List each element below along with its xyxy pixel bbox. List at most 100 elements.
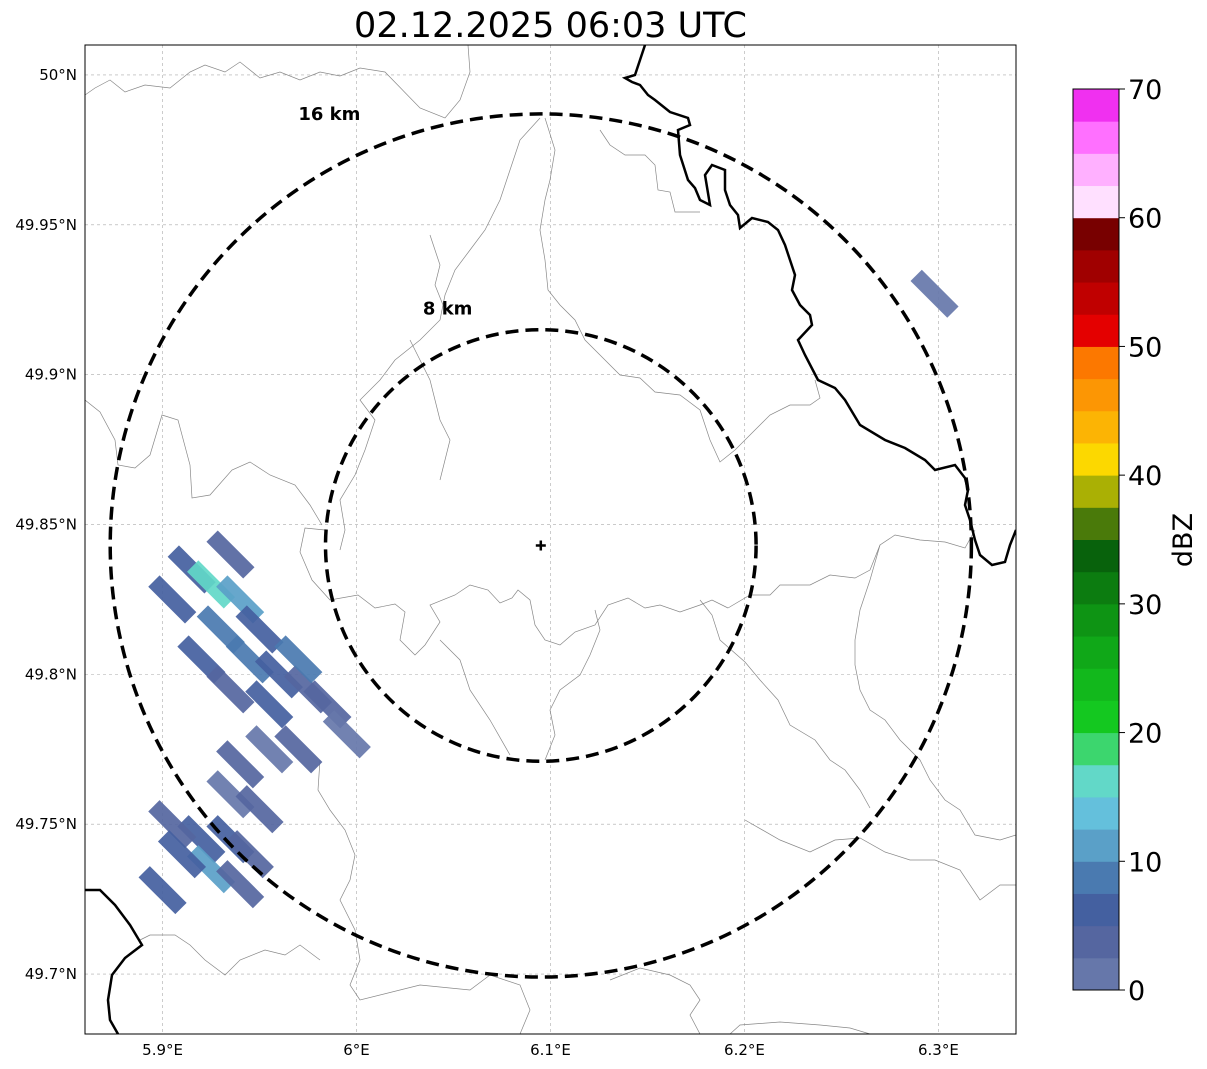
colorbar-tick-label: 40	[1128, 461, 1162, 492]
x-axis-ticks: 5.9°E 6°E 6.1°E 6.2°E 6.3°E	[142, 1041, 959, 1059]
colorbar-bin	[1073, 668, 1119, 701]
colorbar-bin	[1073, 571, 1119, 605]
echo-cell	[235, 605, 284, 654]
border-line	[85, 888, 144, 1034]
border-line	[621, 45, 1016, 567]
colorbar-bin	[1073, 796, 1119, 830]
boundary-line	[180, 45, 181, 46]
y-tick-label: 49.75°N	[15, 815, 77, 833]
radar-site-marker	[535, 540, 546, 551]
boundary-line	[439, 639, 511, 756]
echo-cell	[235, 785, 284, 834]
echo-cell	[322, 710, 371, 759]
echo-cell	[216, 860, 265, 909]
boundary-line	[85, 399, 323, 526]
echo-cell	[148, 800, 197, 849]
range-ring	[323, 327, 758, 764]
y-tick-label: 49.9°N	[25, 366, 77, 384]
colorbar-bin	[1073, 893, 1119, 927]
x-tick-label: 6.2°E	[724, 1041, 765, 1059]
boundary-line	[429, 234, 446, 311]
colorbar-bin	[1073, 636, 1119, 669]
colorbar-bin	[1073, 829, 1119, 862]
echo-cell	[187, 845, 236, 894]
colorbar-tick-label: 30	[1128, 590, 1162, 621]
echo-cell	[274, 725, 323, 774]
colorbar-tick-label: 50	[1128, 332, 1162, 363]
echo-cell	[177, 815, 226, 864]
boundary-line	[854, 544, 1016, 841]
x-tick-label: 5.9°E	[142, 1041, 183, 1059]
y-tick-label: 50°N	[39, 66, 77, 84]
boundary-line	[727, 529, 976, 609]
colorbar-bin	[1073, 861, 1119, 894]
boundary-line	[380, 45, 381, 46]
echo-cell	[254, 650, 303, 699]
boundary-line	[699, 599, 871, 809]
country-border	[85, 45, 1016, 1034]
echo-cell	[216, 740, 265, 789]
colorbar-tick-label: 10	[1128, 847, 1162, 878]
colorbar-bin	[1073, 603, 1119, 637]
colorbar-frame	[1072, 88, 1120, 991]
colorbar-tick-label: 70	[1128, 75, 1162, 106]
colorbar-bin	[1073, 89, 1119, 122]
range-rings: 8 km 16 km	[108, 104, 974, 979]
echo-cell	[187, 560, 236, 609]
boundary-line	[599, 129, 700, 213]
map-plot-area[interactable]: 8 km 16 km	[84, 20, 1017, 1035]
radar-echoes	[138, 269, 959, 915]
colorbar-bin	[1073, 249, 1119, 283]
colorbar-ticks: 0 10 20 30 40 50 60 70	[1119, 75, 1162, 1007]
colorbar-bin	[1073, 442, 1119, 476]
boundary-line	[339, 117, 541, 551]
echo-cell	[274, 635, 323, 684]
boundary-line	[729, 1021, 871, 1034]
boundary-line	[409, 339, 451, 481]
echo-cell	[245, 680, 294, 729]
colorbar-bin	[1073, 700, 1119, 734]
x-tick-label: 6.1°E	[530, 1041, 571, 1059]
y-tick-label: 49.7°N	[25, 965, 77, 983]
colorbar-tick-label: 60	[1128, 204, 1162, 235]
boundary-line	[299, 527, 729, 656]
colorbar-bin	[1073, 410, 1119, 444]
colorbar-bin	[1073, 925, 1119, 959]
y-axis-ticks: 49.7°N 49.75°N 49.8°N 49.85°N 49.9°N 49.95°N 5…	[15, 66, 77, 983]
echo-cell	[225, 830, 274, 879]
colorbar-bin	[1073, 378, 1119, 412]
admin-boundaries	[85, 45, 1016, 1034]
y-tick-label: 49.95°N	[15, 216, 77, 234]
colorbar-tick-label: 20	[1128, 719, 1162, 750]
boundary-line	[544, 609, 601, 761]
echo-cell	[157, 830, 207, 879]
colorbar-bin	[1073, 153, 1119, 187]
echo-cell	[138, 866, 187, 915]
colorbar-bin	[1073, 185, 1119, 219]
echo-cell	[910, 269, 959, 318]
colorbar-bin	[1073, 314, 1119, 347]
colorbar-bin	[1073, 346, 1119, 380]
echo-cell	[225, 635, 274, 684]
colorbar-bin	[1073, 732, 1119, 766]
colorbar-bin	[1073, 282, 1119, 315]
colorbar-bin	[1073, 507, 1119, 540]
boundary-line	[609, 967, 701, 1034]
echo-cell	[245, 725, 294, 774]
colorbar-bin	[1073, 475, 1119, 508]
boundary-line	[317, 759, 531, 1034]
echo-cell	[206, 770, 255, 819]
y-tick-label: 49.85°N	[15, 516, 77, 534]
colorbar-bins	[1073, 89, 1119, 991]
map-frame	[84, 44, 1017, 1035]
echo-cell	[206, 530, 255, 579]
echo-cell	[206, 665, 255, 714]
echo-cell	[148, 575, 197, 624]
y-tick-label: 49.8°N	[25, 665, 77, 683]
colorbar-bin	[1073, 121, 1119, 154]
boundary-line	[139, 934, 321, 976]
range-ring-label: 8 km	[423, 299, 473, 320]
x-tick-label: 6.3°E	[918, 1041, 959, 1059]
range-ring-label: 16 km	[298, 104, 360, 125]
